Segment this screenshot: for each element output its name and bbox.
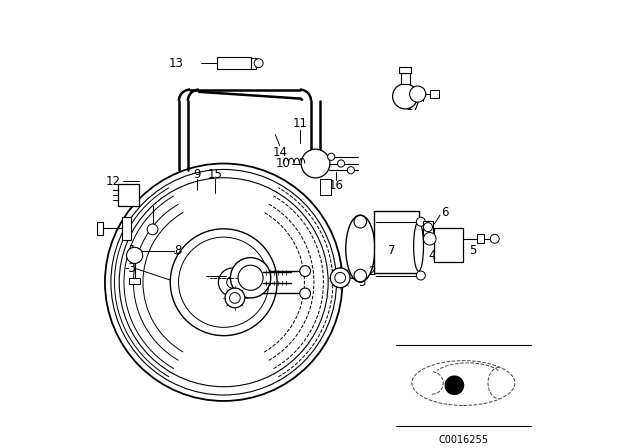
Circle shape (170, 229, 277, 336)
Bar (217, 57, 251, 69)
Bar (401, 73, 410, 84)
Text: C0016255: C0016255 (438, 435, 488, 444)
Circle shape (392, 84, 418, 109)
Ellipse shape (413, 222, 424, 271)
Bar (251, 58, 256, 69)
Circle shape (147, 224, 158, 235)
Circle shape (354, 269, 367, 282)
Bar (430, 90, 439, 98)
Circle shape (218, 268, 247, 297)
Text: 3: 3 (358, 276, 365, 289)
Text: 12: 12 (106, 175, 121, 188)
Circle shape (300, 288, 310, 299)
Bar (399, 67, 411, 73)
Text: 1: 1 (129, 244, 136, 258)
Bar (320, 179, 332, 195)
Bar (129, 278, 140, 284)
Bar (435, 228, 463, 262)
Text: 5: 5 (468, 244, 476, 258)
Circle shape (354, 215, 367, 228)
Circle shape (330, 268, 350, 288)
Bar (423, 221, 433, 235)
Text: 6: 6 (441, 206, 449, 220)
Circle shape (227, 276, 239, 288)
Text: 11: 11 (292, 116, 307, 130)
Circle shape (410, 86, 426, 102)
Circle shape (424, 233, 436, 245)
Circle shape (230, 258, 271, 298)
Text: 4: 4 (428, 249, 436, 262)
Circle shape (301, 149, 330, 178)
Text: 16: 16 (328, 179, 343, 193)
Circle shape (127, 247, 143, 263)
Circle shape (230, 293, 240, 303)
Text: 13: 13 (168, 56, 184, 70)
Text: 17: 17 (406, 99, 421, 113)
Circle shape (225, 288, 244, 308)
Ellipse shape (346, 215, 375, 282)
Circle shape (416, 271, 426, 280)
Bar (118, 184, 139, 206)
Text: 9: 9 (193, 168, 200, 181)
Bar (477, 234, 484, 243)
Text: 10: 10 (276, 157, 291, 170)
Circle shape (300, 266, 310, 276)
Circle shape (238, 265, 263, 290)
Circle shape (490, 234, 499, 243)
Circle shape (337, 160, 345, 167)
Text: 2: 2 (368, 264, 375, 278)
Circle shape (335, 272, 346, 283)
Text: 8: 8 (174, 244, 182, 258)
Bar (122, 217, 131, 240)
Circle shape (254, 59, 263, 68)
Circle shape (445, 375, 464, 395)
Circle shape (328, 153, 335, 160)
Circle shape (416, 217, 426, 226)
Text: -3: -3 (125, 262, 136, 276)
Text: 14: 14 (272, 146, 287, 159)
Circle shape (105, 164, 342, 401)
Text: 15: 15 (207, 168, 222, 181)
Circle shape (348, 167, 355, 174)
Circle shape (179, 237, 269, 327)
Bar (97, 222, 102, 235)
Bar (374, 211, 419, 273)
Text: 7: 7 (388, 244, 396, 258)
Circle shape (424, 223, 433, 232)
